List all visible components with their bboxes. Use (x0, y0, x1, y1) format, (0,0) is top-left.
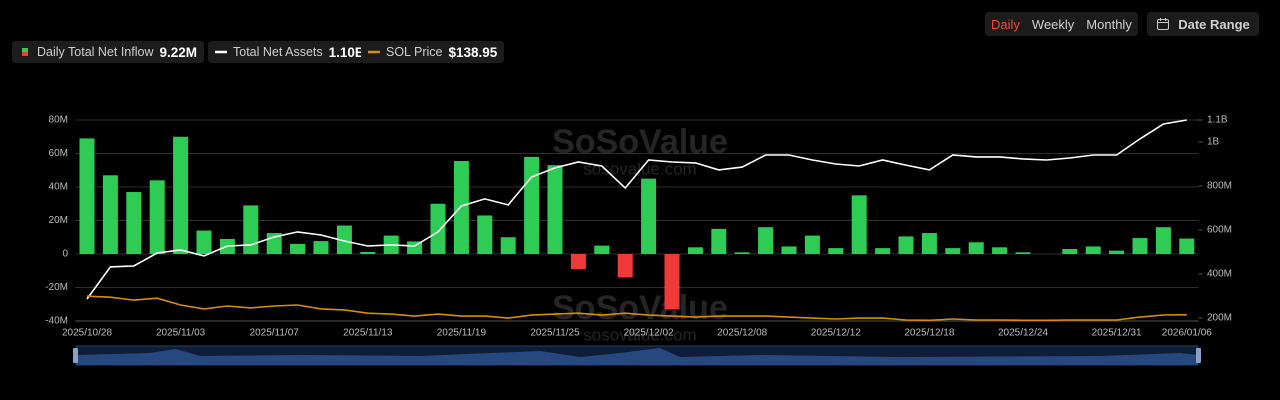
calendar-icon (1157, 18, 1170, 30)
bar (711, 228, 727, 254)
legend-item[interactable]: Daily Total Net Inflow 9.22M (12, 41, 205, 63)
x-tick-label: 2025/11/19 (437, 328, 487, 339)
legend-value: $138.95 (448, 44, 498, 60)
x-tick-label: 2026/01/06 (1162, 328, 1212, 339)
legend-value: 1.10B (328, 44, 365, 60)
x-tick-label: 2025/11/25 (530, 328, 580, 339)
period-option[interactable]: Weekly (1031, 16, 1075, 32)
legend-value: 9.22M (159, 44, 198, 60)
watermark: SoSoValue sosovalue.com SoSoValue sosova… (552, 123, 728, 345)
x-tick-label: 2025/12/18 (904, 328, 954, 339)
bar (1179, 238, 1195, 254)
bar (173, 136, 189, 254)
bar (594, 245, 610, 254)
y-tick-label: -20M (45, 282, 68, 293)
bar (617, 254, 633, 278)
y2-tick-label: 400M (1207, 269, 1232, 280)
legend-icon (368, 50, 380, 54)
bar (102, 175, 118, 254)
bar (781, 246, 797, 254)
period-switch: Daily Weekly Monthly (985, 12, 1138, 36)
x-tick-label: 2025/12/24 (998, 328, 1048, 339)
x-tick-label: 2025/11/13 (343, 328, 393, 339)
legend-icon (215, 50, 227, 54)
period-option[interactable]: Monthly (1086, 16, 1132, 32)
bar (828, 248, 844, 254)
date-range-label[interactable]: Date Range (1178, 16, 1250, 32)
bar (360, 251, 376, 254)
bar (524, 156, 540, 254)
line (86, 119, 1187, 300)
y2-tick-label: 1B (1207, 137, 1220, 148)
bar (1015, 252, 1031, 254)
bar (453, 161, 469, 254)
watermark-url: sosovalue.com (583, 325, 696, 344)
bar (570, 254, 586, 270)
navigator-handle[interactable] (73, 348, 78, 363)
legend-item[interactable]: SOL Price $138.95 (361, 41, 505, 63)
bar (641, 178, 657, 254)
bar (547, 165, 563, 254)
bar (921, 233, 937, 254)
x-tick-label: 2025/12/02 (624, 328, 674, 339)
bar (992, 247, 1008, 254)
y-tick-label: -40M (45, 316, 68, 327)
bar (1109, 250, 1125, 254)
bar (243, 205, 259, 254)
y2-tick-label: 200M (1207, 313, 1232, 324)
bar (336, 225, 352, 254)
line (86, 295, 1187, 322)
bar (734, 252, 750, 254)
bar (149, 180, 165, 254)
period-option[interactable]: Daily (991, 16, 1020, 32)
bar (664, 254, 680, 310)
bar (875, 248, 891, 254)
bar (1155, 227, 1171, 254)
x-tick-label: 2025/12/31 (1092, 328, 1142, 339)
y-tick-label: 60M (49, 148, 68, 159)
x-tick-label: 2025/10/28 (62, 328, 112, 339)
bar (804, 235, 820, 254)
watermark-name: SoSoValue (552, 123, 728, 161)
legend-icon (22, 48, 28, 56)
bar (758, 227, 774, 254)
bar (945, 248, 961, 254)
x-tick-label: 2025/12/12 (811, 328, 861, 339)
bar (79, 138, 95, 254)
y2-tick-label: 1.1B (1207, 115, 1228, 126)
bar (196, 230, 212, 254)
navigator-area (76, 348, 1198, 365)
bar (430, 203, 446, 254)
bar (968, 242, 984, 254)
bar (290, 243, 306, 254)
watermark-url: sosovalue.com (583, 159, 696, 178)
bar (1062, 248, 1078, 254)
x-tick-label: 2025/11/07 (250, 328, 300, 339)
y-tick-label: 20M (49, 215, 68, 226)
bar (126, 192, 142, 254)
y2-tick-label: 800M (1207, 181, 1232, 192)
y-tick-label: 80M (49, 115, 68, 126)
y-tick-label: 0 (62, 249, 68, 260)
bar (477, 215, 493, 254)
date-range-button[interactable]: Date Range (1147, 12, 1259, 36)
legend-label: Total Net Assets (233, 45, 323, 59)
y2-tick-label: 600M (1207, 225, 1232, 236)
legend-label: SOL Price (386, 45, 443, 59)
bar (1132, 238, 1148, 254)
bar (898, 236, 914, 254)
bar (687, 247, 703, 254)
bar (500, 237, 516, 254)
bar (313, 241, 329, 254)
x-tick-label: 2025/12/08 (717, 328, 767, 339)
navigator-handle[interactable] (1196, 348, 1201, 363)
bar (1085, 246, 1101, 254)
legend-label: Daily Total Net Inflow (37, 45, 154, 59)
bar (851, 195, 867, 254)
legend-item[interactable]: Total Net Assets 1.10B (208, 41, 372, 63)
x-tick-label: 2025/11/03 (156, 328, 206, 339)
y-tick-label: 40M (49, 182, 68, 193)
